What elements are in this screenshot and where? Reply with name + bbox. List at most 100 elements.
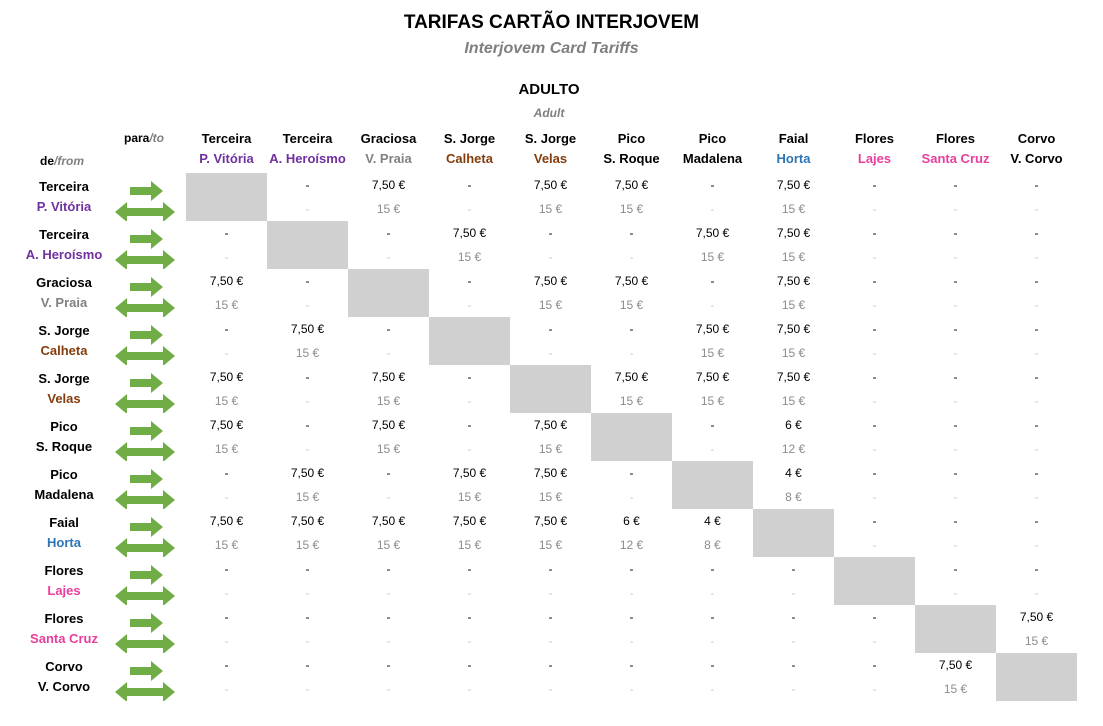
diagonal-cell [186, 173, 267, 221]
one-way-fare: 7,50 € [776, 370, 811, 384]
round-trip-fare: 15 € [943, 682, 968, 696]
one-way-fare: 7,50 € [209, 274, 244, 288]
row-port: S. Roque [35, 439, 93, 454]
one-way-fare: - [467, 610, 472, 624]
right-arrow-icon [130, 469, 163, 489]
round-trip-fare: 15 € [700, 346, 725, 360]
fare-cell: -- [510, 605, 591, 653]
row-port: P. Vitória [36, 199, 92, 214]
one-way-fare: 7,50 € [695, 226, 730, 240]
fare-cell: -- [348, 317, 429, 365]
round-trip-fare: - [1034, 490, 1039, 504]
fare-cell: 7,50 € 15 € [591, 269, 672, 317]
one-way-fare: - [305, 610, 310, 624]
one-way-fare: - [953, 274, 958, 288]
one-way-fare: - [467, 418, 472, 432]
fare-direction-icons [115, 657, 177, 702]
one-way-fare: - [305, 178, 310, 192]
round-trip-fare: 15 € [214, 538, 239, 552]
one-way-fare: - [710, 178, 715, 192]
row-port: V. Corvo [37, 679, 91, 694]
column-port: V. Corvo [1010, 151, 1063, 166]
fare-cell: -- [267, 653, 348, 701]
fare-cell: 7,50 € 15 € [348, 365, 429, 413]
fare-cell: -- [267, 173, 348, 221]
round-trip-fare: - [386, 634, 391, 648]
one-way-fare: 7,50 € [371, 418, 406, 432]
row-port: Madalena [34, 487, 94, 502]
round-trip-fare: - [1034, 202, 1039, 216]
fare-cell: 7,50 € 15 € [348, 413, 429, 461]
row-island: Pico [50, 467, 78, 482]
double-arrow-icon [115, 538, 175, 558]
fare-cell: -- [672, 557, 753, 605]
one-way-fare: - [1034, 274, 1039, 288]
one-way-fare: - [953, 178, 958, 192]
fare-cell: 7,50 € 15 € [267, 509, 348, 557]
fare-direction-icons [115, 417, 177, 462]
round-trip-fare: 15 € [457, 250, 482, 264]
row-island: S. Jorge [38, 323, 90, 338]
fare-cell: -- [834, 413, 915, 461]
right-arrow-icon [130, 565, 163, 585]
one-way-fare: - [791, 658, 796, 672]
fare-direction-icons [115, 369, 177, 414]
round-trip-fare: - [710, 634, 715, 648]
column-header: Corvo V. Corvo [996, 129, 1077, 169]
one-way-fare: - [305, 658, 310, 672]
one-way-fare: - [953, 466, 958, 480]
round-trip-fare: - [224, 250, 229, 264]
fare-direction-svg [115, 661, 175, 702]
row-island: Terceira [39, 179, 89, 194]
round-trip-fare: - [467, 202, 472, 216]
round-trip-fare: 15 € [295, 538, 320, 552]
one-way-fare: - [305, 274, 310, 288]
fare-cell: 7,50 € 15 € [591, 365, 672, 413]
one-way-fare: - [791, 562, 796, 576]
fare-cell: 6 € 12 € [591, 509, 672, 557]
column-port: A. Heroísmo [269, 151, 346, 166]
right-arrow-icon [130, 517, 163, 537]
fare-cell: -- [429, 605, 510, 653]
round-trip-fare: - [305, 682, 310, 696]
one-way-fare: 7,50 € [1019, 610, 1054, 624]
row-island: Terceira [39, 227, 89, 242]
one-way-fare: 7,50 € [290, 322, 325, 336]
column-port: V. Praia [365, 151, 412, 166]
row-header: S. Jorge Velas [16, 369, 112, 409]
one-way-fare: 7,50 € [533, 178, 568, 192]
column-island: Flores [935, 131, 975, 146]
round-trip-fare: - [467, 682, 472, 696]
round-trip-fare: - [710, 442, 715, 456]
round-trip-fare: 8 € [704, 538, 721, 552]
fare-cell: 7,50 € 15 € [429, 509, 510, 557]
column-port: Velas [533, 151, 568, 166]
round-trip-fare: - [953, 298, 958, 312]
one-way-fare: - [629, 466, 634, 480]
fare-cell: -- [915, 269, 996, 317]
column-header: Terceira P. Vitória [186, 129, 267, 169]
column-port: Horta [776, 151, 811, 166]
fare-cell: 7,50 € 15 € [186, 365, 267, 413]
fare-cell: -- [510, 653, 591, 701]
fare-cell: -- [996, 461, 1077, 509]
fare-cell: -- [915, 365, 996, 413]
round-trip-fare: - [953, 538, 958, 552]
column-island: Flores [854, 131, 894, 146]
fare-cell: -- [591, 557, 672, 605]
one-way-fare: - [224, 226, 229, 240]
round-trip-fare: 15 € [214, 298, 239, 312]
one-way-fare: - [386, 658, 391, 672]
row-island: Flores [44, 563, 84, 578]
column-header: Flores Santa Cruz [915, 129, 996, 169]
fare-cell: -- [996, 509, 1077, 557]
round-trip-fare: 15 € [376, 538, 401, 552]
fare-cell: -- [996, 221, 1077, 269]
fare-cell: -- [429, 557, 510, 605]
double-arrow-icon [115, 586, 175, 606]
row-island: Pico [50, 419, 78, 434]
round-trip-fare: - [305, 634, 310, 648]
row-island: S. Jorge [38, 371, 90, 386]
fare-cell: 7,50 € 15 € [348, 173, 429, 221]
round-trip-fare: - [1034, 250, 1039, 264]
